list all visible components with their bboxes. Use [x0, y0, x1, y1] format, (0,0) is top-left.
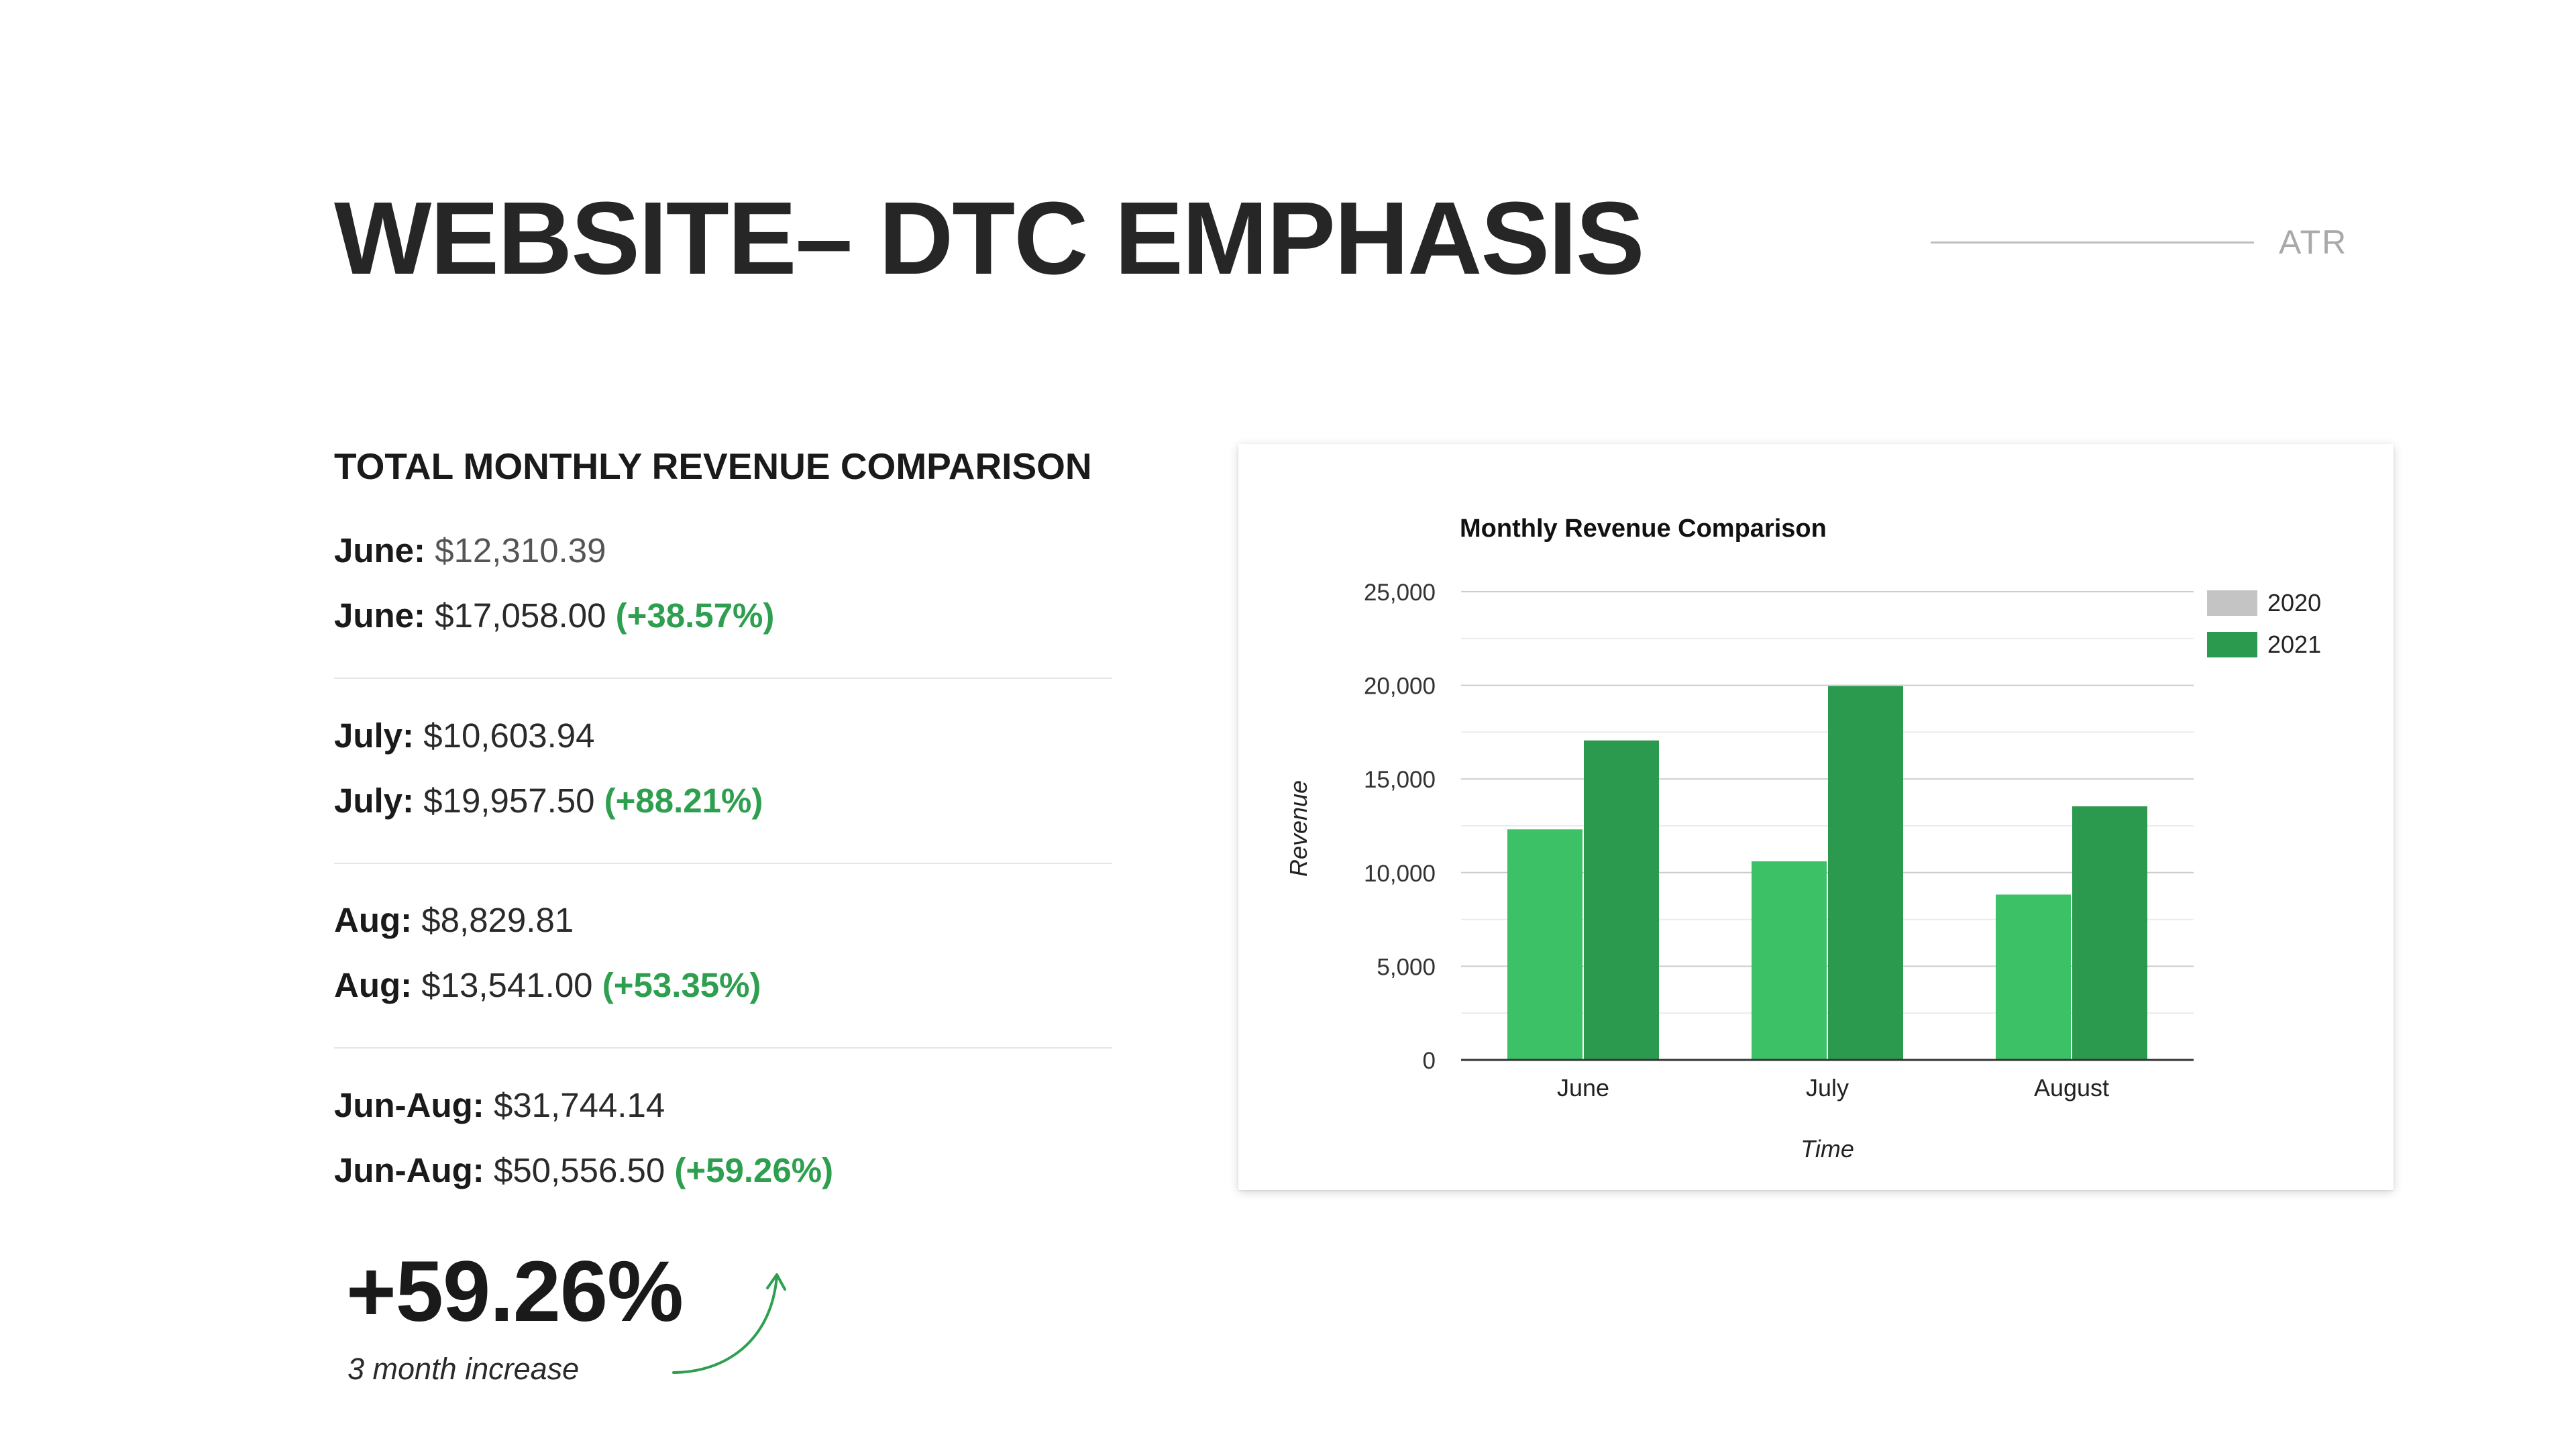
section-title: TOTAL MONTHLY REVENUE COMPARISON — [334, 445, 1092, 487]
y-tick-label: 25,000 — [1364, 580, 1436, 606]
highlight-value: +59.26% — [346, 1244, 684, 1340]
bar-2021-july — [1828, 686, 1903, 1060]
brand-label: ATR — [2279, 223, 2348, 261]
legend-swatch-2021 — [2207, 632, 2257, 657]
up-arrow-icon — [672, 1273, 786, 1374]
revenue-value: $19,957.50 — [423, 782, 595, 820]
brand-divider — [1931, 241, 2254, 244]
y-tick-label: 0 — [1423, 1048, 1436, 1074]
month-label: July: — [334, 782, 415, 820]
chart-gridlines — [1461, 591, 2194, 1014]
y-tick-label: 20,000 — [1364, 674, 1436, 700]
x-tick-label: August — [2034, 1074, 2109, 1102]
revenue-line-2021: Jun-Aug: $50,556.50 (+59.26%) — [334, 1153, 833, 1187]
revenue-value: $13,541.00 — [421, 966, 593, 1004]
bar-2021-june — [1584, 740, 1659, 1060]
revenue-value: $50,556.50 — [493, 1151, 665, 1189]
chart-legend: 2020 2021 — [2207, 589, 2321, 658]
bar-2021-august — [2072, 806, 2147, 1060]
revenue-chart-card: Monthly Revenue Comparison 0 5,000 10,000 1… — [1238, 444, 2394, 1190]
period-label: Jun-Aug: — [334, 1151, 484, 1189]
revenue-value: $17,058.00 — [435, 596, 606, 635]
legend-label-2021: 2021 — [2267, 631, 2321, 658]
y-tick-label: 5,000 — [1377, 954, 1436, 980]
chart-x-ticks: June July August — [1557, 1074, 2109, 1102]
change-percent: (+88.21%) — [604, 782, 763, 820]
divider — [334, 1047, 1112, 1049]
x-tick-label: July — [1806, 1074, 1849, 1102]
revenue-value: $12,310.39 — [435, 531, 606, 570]
chart-x-axis-label: Time — [1801, 1135, 1854, 1163]
revenue-value: $10,603.94 — [423, 716, 595, 755]
change-percent: (+59.26%) — [674, 1151, 834, 1189]
bar-2020-june — [1507, 829, 1582, 1060]
revenue-bar-chart: Monthly Revenue Comparison 0 5,000 10,000 1… — [1285, 515, 2321, 1163]
month-label: July: — [334, 716, 415, 755]
revenue-line-2020: July: $10,603.94 — [334, 718, 594, 753]
y-tick-label: 15,000 — [1364, 767, 1436, 793]
chart-bars — [1507, 686, 2147, 1060]
month-label: June: — [334, 596, 426, 635]
month-label: Aug: — [334, 901, 413, 939]
divider — [334, 863, 1112, 864]
revenue-line-2020: June: $12,310.39 — [334, 533, 606, 568]
chart-y-ticks: 0 5,000 10,000 15,000 20,000 25,000 — [1364, 580, 1436, 1074]
x-tick-label: June — [1557, 1074, 1609, 1102]
revenue-value: $31,744.14 — [493, 1086, 665, 1124]
chart-title: Monthly Revenue Comparison — [1460, 515, 1827, 543]
revenue-value: $8,829.81 — [421, 901, 574, 939]
chart-y-axis-label: Revenue — [1285, 780, 1312, 877]
page-title: WEBSITE– DTC EMPHASIS — [334, 180, 1645, 296]
highlight-caption: 3 month increase — [347, 1352, 580, 1386]
change-percent: (+53.35%) — [602, 966, 761, 1004]
revenue-line-2020: Jun-Aug: $31,744.14 — [334, 1088, 665, 1122]
y-tick-label: 10,000 — [1364, 861, 1436, 887]
revenue-line-2021: July: $19,957.50 (+88.21%) — [334, 784, 763, 818]
month-label: June: — [334, 531, 426, 570]
revenue-line-2021: Aug: $13,541.00 (+53.35%) — [334, 968, 761, 1002]
bar-2020-august — [1996, 894, 2071, 1060]
legend-swatch-2020 — [2207, 590, 2257, 616]
revenue-line-2021: June: $17,058.00 (+38.57%) — [334, 598, 774, 633]
bar-2020-july — [1752, 861, 1827, 1060]
legend-label-2020: 2020 — [2267, 589, 2321, 616]
month-label: Aug: — [334, 966, 413, 1004]
change-percent: (+38.57%) — [615, 596, 775, 635]
revenue-line-2020: Aug: $8,829.81 — [334, 903, 574, 937]
divider — [334, 678, 1112, 679]
period-label: Jun-Aug: — [334, 1086, 484, 1124]
